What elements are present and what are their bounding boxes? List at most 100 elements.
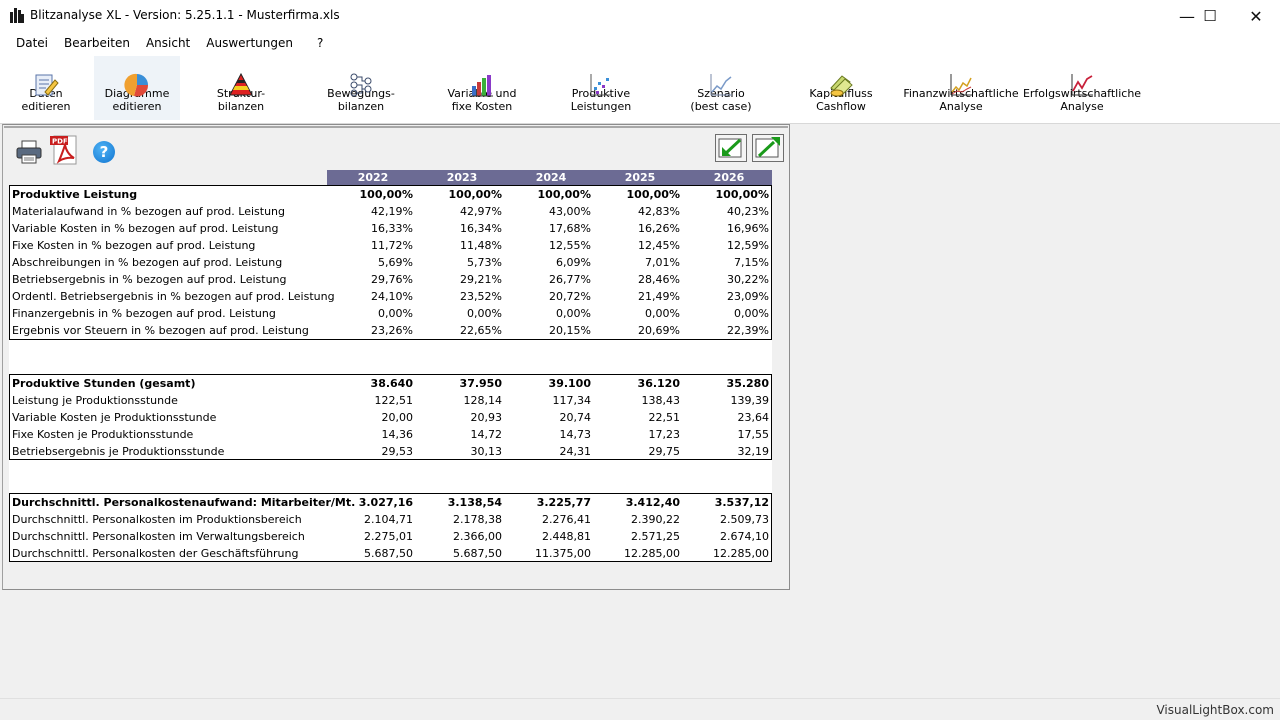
help-icon[interactable]: ?: [93, 141, 115, 163]
cell-value: 26,77%: [549, 273, 591, 286]
cell-value: 100,00%: [448, 188, 502, 201]
cell-value: 36.120: [637, 377, 680, 390]
cell-value: 24,31: [559, 445, 592, 458]
table-row: Betriebsergebnis je Produktionsstunde 29,…: [10, 443, 771, 460]
row-label: Variable Kosten in % bezogen auf prod. L…: [12, 222, 279, 235]
pdf-icon[interactable]: PDF: [50, 134, 82, 166]
cell-value: 6,09%: [556, 256, 591, 269]
cell-value: 5.687,50: [453, 547, 502, 560]
toolbar-finanzwirtschaftliche-analyse[interactable]: Finanzwirtschaftliche Analyse: [903, 56, 1019, 120]
cell-value: 16,33%: [371, 222, 413, 235]
cell-value: 23,52%: [460, 290, 502, 303]
cell-value: 100,00%: [537, 188, 591, 201]
cell-value: 12,55%: [549, 239, 591, 252]
menu-auswertungen[interactable]: Auswertungen: [206, 36, 293, 50]
cell-value: 2.571,25: [631, 530, 680, 543]
menu-bar: Datei Bearbeiten Ansicht Auswertungen ?: [0, 32, 1280, 54]
cell-value: 38.640: [370, 377, 413, 390]
menu-ansicht[interactable]: Ansicht: [145, 36, 191, 50]
toolbar-bewegungs-bilanzen[interactable]: Bewegungs- bilanzen: [318, 56, 404, 120]
cell-value: 2.104,71: [364, 513, 413, 526]
cell-value: 20,15%: [549, 324, 591, 337]
row-label: Abschreibungen in % bezogen auf prod. Le…: [12, 256, 283, 269]
cell-value: 20,93: [470, 411, 503, 424]
toolbar-struktur-bilanzen[interactable]: Struktur- bilanzen: [198, 56, 284, 120]
toolbar-kapitalfluss-cashflow[interactable]: Kapitalfluss Cashflow: [798, 56, 884, 120]
cell-value: 2.390,22: [631, 513, 680, 526]
toolbar-label: Szenario (best case): [690, 87, 752, 113]
cell-value: 5.687,50: [364, 547, 413, 560]
maximize-button[interactable]: ☐: [1203, 7, 1217, 25]
menu-bearbeiten[interactable]: Bearbeiten: [64, 36, 130, 50]
toolbar-label: Erfolgswirtschaftliche Analyse: [1022, 87, 1142, 113]
cell-value: 21,49%: [638, 290, 680, 303]
pdf-label: PDF: [52, 138, 68, 146]
cell-value: 29,53: [381, 445, 414, 458]
cell-value: 29,76%: [371, 273, 413, 286]
cell-value: 30,22%: [727, 273, 769, 286]
cell-value: 22,39%: [727, 324, 769, 337]
menu-datei[interactable]: Datei: [16, 36, 49, 50]
toolbar-label: Produktive Leistungen: [570, 87, 632, 113]
table-block-personalkosten: Durchschnittl. Personalkostenaufwand: Mi…: [9, 493, 772, 562]
year-header: 2024: [535, 171, 567, 184]
toolbar: Daten editieren Diagramme editieren Stru…: [0, 54, 1280, 124]
cell-value: 42,97%: [460, 205, 502, 218]
cell-value: 0,00%: [378, 307, 413, 320]
cell-value: 2.448,81: [542, 530, 591, 543]
edit-data-icon: [33, 59, 59, 96]
row-label: Ergebnis vor Steuern in % bezogen auf pr…: [12, 324, 309, 337]
cell-value: 37.950: [459, 377, 502, 390]
row-label: Durchschnittl. Personalkosten im Verwalt…: [12, 530, 305, 543]
row-label: Finanzergebnis in % bezogen auf prod. Le…: [12, 307, 276, 320]
cell-value: 12.285,00: [624, 547, 680, 560]
toolbar-diagramme-editieren[interactable]: Diagramme editieren: [94, 56, 180, 120]
row-label: Durchschnittl. Personalkostenaufwand: Mi…: [12, 496, 356, 509]
row-label: Betriebsergebnis je Produktionsstunde: [12, 445, 225, 458]
cell-value: 23,64: [737, 411, 770, 424]
close-button[interactable]: ✕: [1249, 6, 1263, 26]
cell-value: 11.375,00: [535, 547, 591, 560]
cell-value: 14,73: [559, 428, 592, 441]
cell-value: 2.674,10: [720, 530, 769, 543]
toolbar-szenario-best-case[interactable]: Szenario (best case): [678, 56, 764, 120]
row-label: Betriebsergebnis in % bezogen auf prod. …: [12, 273, 287, 286]
cell-value: 3.225,77: [536, 496, 591, 509]
window-title: Blitzanalyse XL - Version: 5.25.1.1 - Mu…: [30, 8, 340, 22]
cell-value: 138,43: [641, 394, 681, 407]
cell-value: 0,00%: [467, 307, 502, 320]
minimize-button[interactable]: —: [1179, 6, 1195, 26]
row-label: Variable Kosten je Produktionsstunde: [12, 411, 217, 424]
cell-value: 16,34%: [460, 222, 502, 235]
import-button[interactable]: [715, 134, 747, 162]
toolbar-daten-editieren[interactable]: Daten editieren: [4, 56, 88, 120]
cell-value: 32,19: [737, 445, 770, 458]
print-icon[interactable]: [16, 140, 42, 164]
menu-help[interactable]: ?: [316, 36, 324, 50]
bar-chart-icon: [469, 59, 495, 97]
row-label: Produktive Leistung: [12, 188, 138, 201]
panel-content: PDF ? 2022 2023 2024 2025 2026 Produktive Le…: [4, 126, 788, 588]
row-label: Durchschnittl. Personalkosten im Produkt…: [12, 513, 302, 526]
analysis-panel: PDF ? 2022 2023 2024 2025 2026 Produktive Le…: [2, 124, 790, 590]
row-label: Materialaufwand in % bezogen auf prod. L…: [12, 205, 285, 218]
table-row: Leistung je Produktionsstunde 122,51 128,1…: [10, 392, 771, 409]
cell-value: 16,26%: [638, 222, 680, 235]
cell-value: 30,13: [470, 445, 503, 458]
cell-value: 29,21%: [460, 273, 502, 286]
cell-value: 12,45%: [638, 239, 680, 252]
table-header: 2022 2023 2024 2025 2026: [327, 170, 772, 185]
cell-value: 117,34: [552, 394, 592, 407]
toolbar-erfolgswirtschaftliche-analyse[interactable]: Erfolgswirtschaftliche Analyse: [1022, 56, 1142, 120]
money-icon: [828, 59, 854, 97]
tree-icon: [348, 59, 374, 97]
cell-value: 3.537,12: [714, 496, 769, 509]
year-header: 2025: [624, 171, 656, 184]
toolbar-variable-fixe-kosten[interactable]: Variable und fixe Kosten: [438, 56, 526, 120]
cell-value: 16,96%: [727, 222, 769, 235]
toolbar-produktive-leistungen[interactable]: Produktive Leistungen: [558, 56, 644, 120]
export-button[interactable]: [752, 134, 784, 162]
cell-value: 3.412,40: [625, 496, 680, 509]
year-header: 2026: [713, 171, 745, 184]
cell-value: 2.366,00: [453, 530, 502, 543]
